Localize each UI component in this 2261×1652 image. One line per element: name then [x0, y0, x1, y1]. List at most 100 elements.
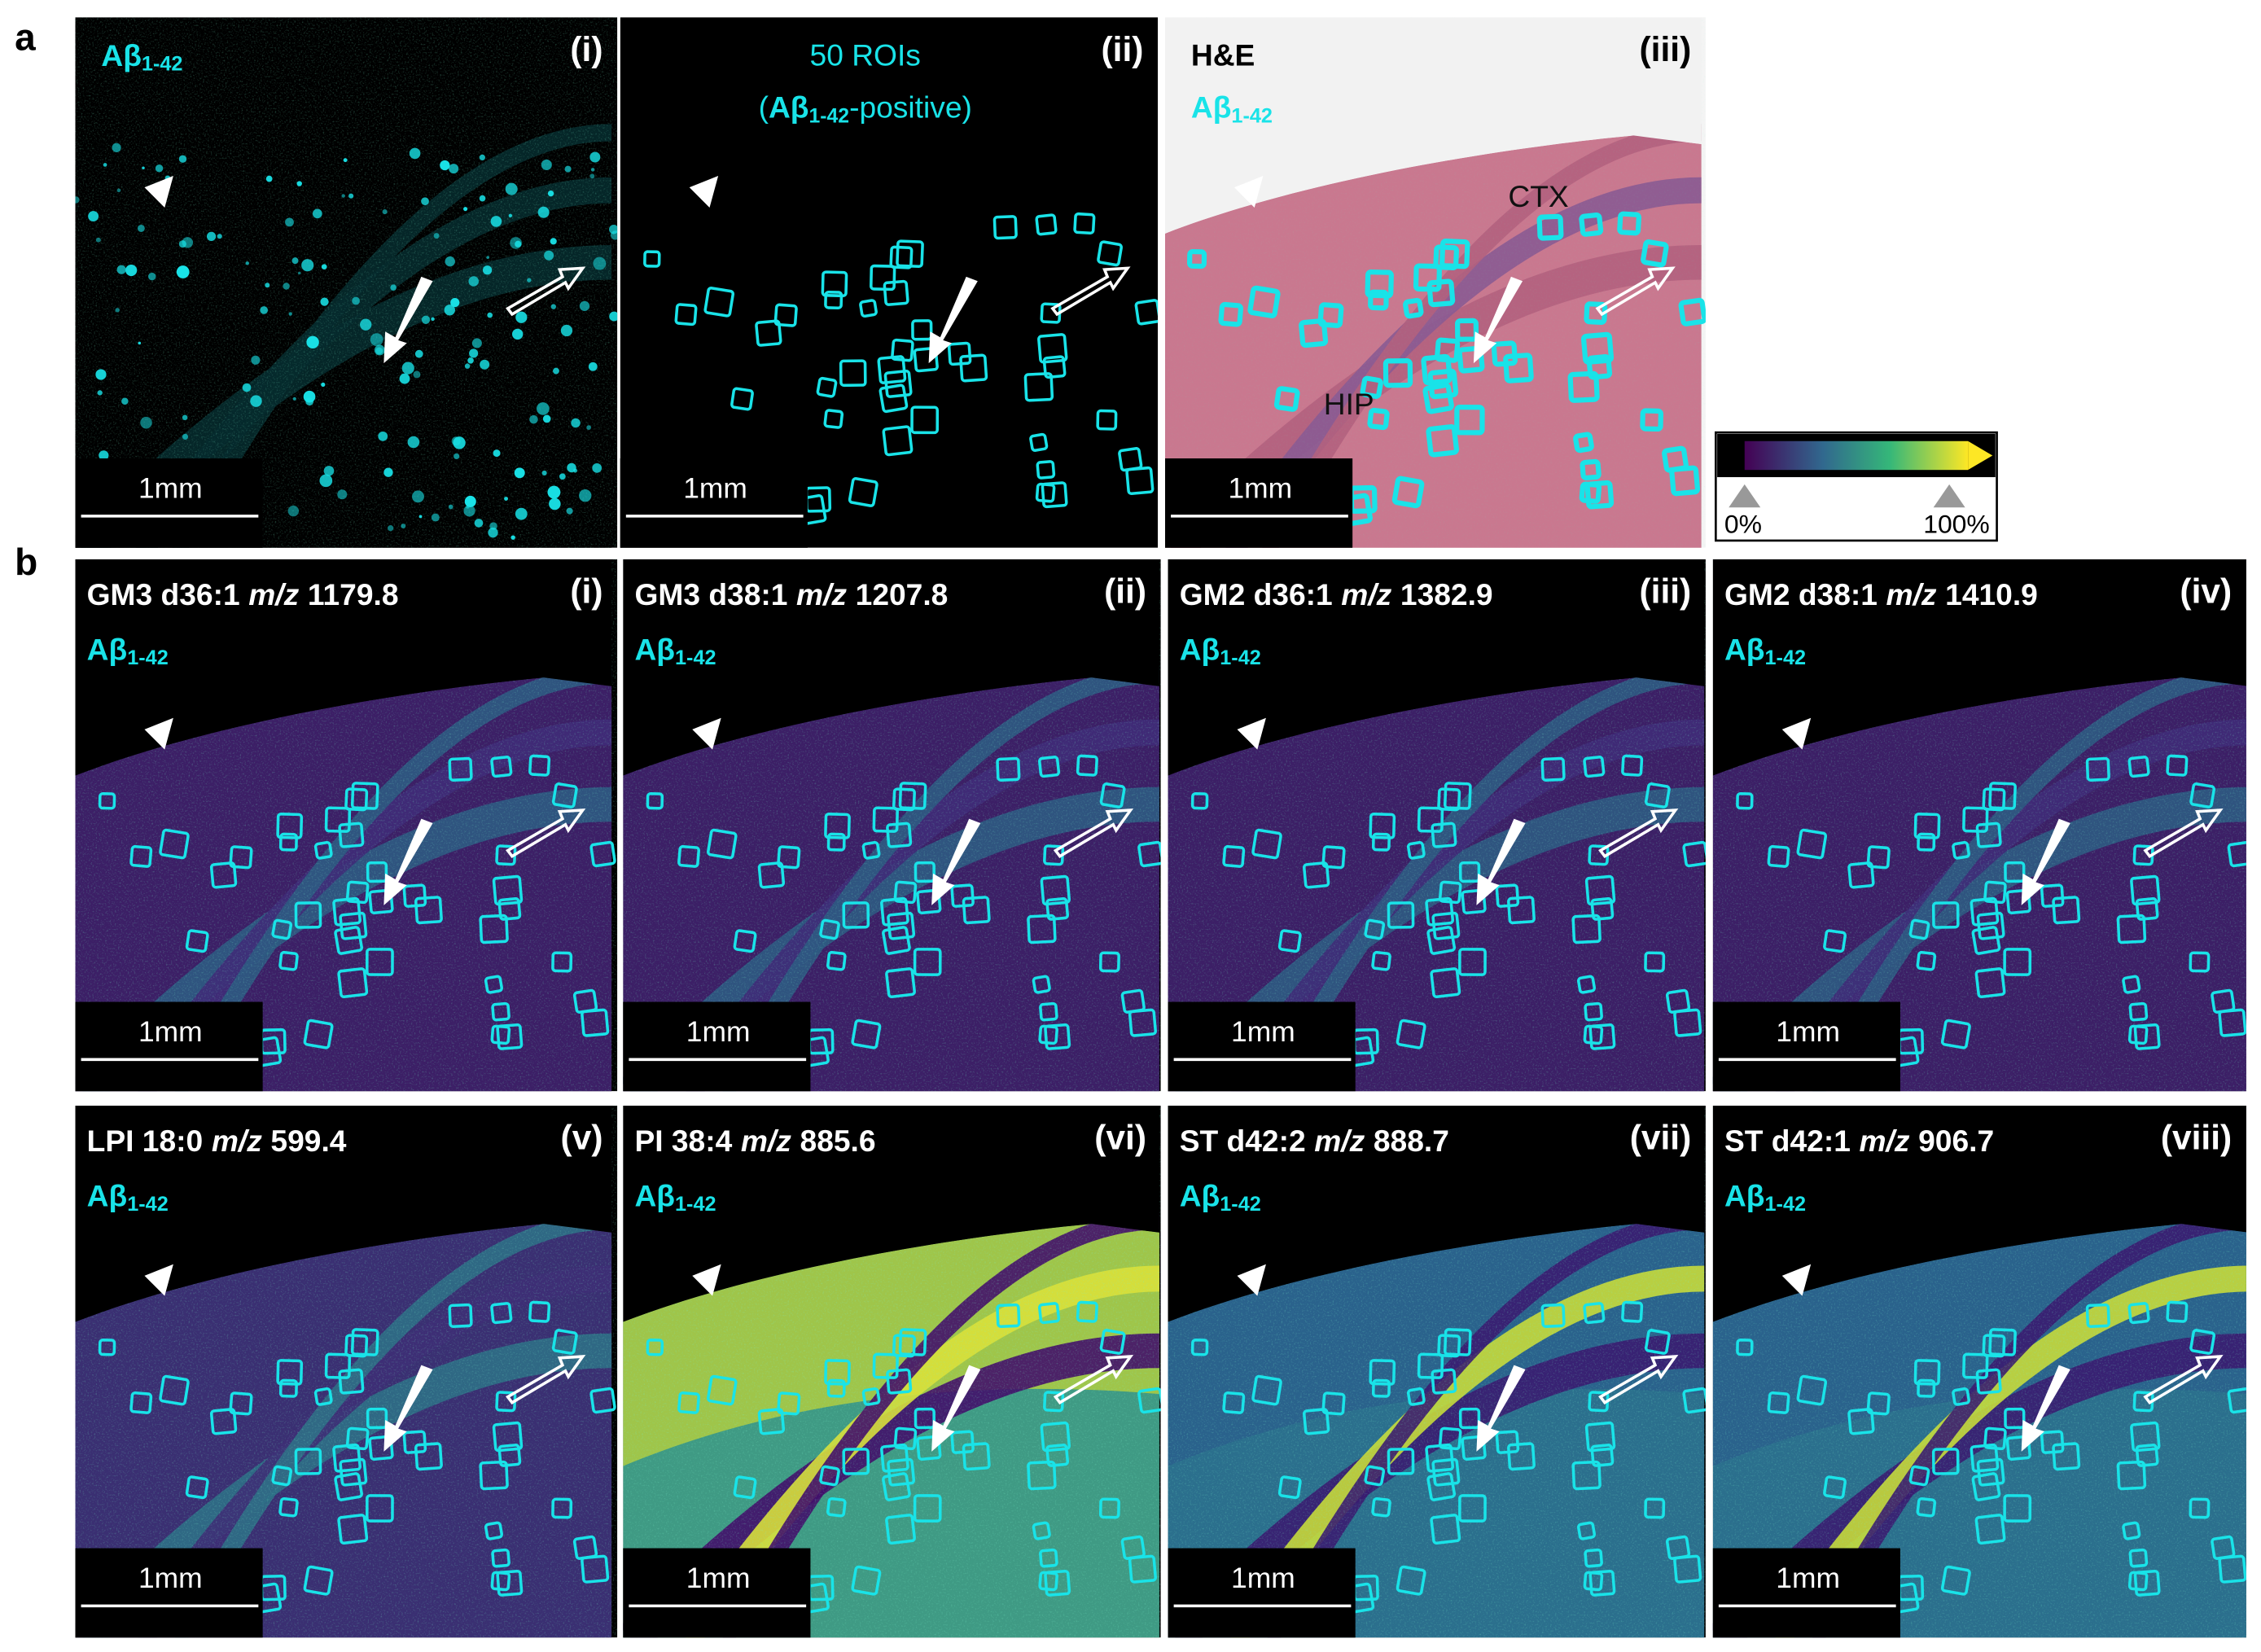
plaque: [142, 166, 145, 170]
arrowhead: [1237, 717, 1266, 750]
roi: [1458, 1407, 1481, 1430]
roi: [1073, 212, 1096, 235]
panel-label: (ii): [1102, 31, 1144, 69]
roi: [1491, 340, 1518, 367]
roi: [2052, 896, 2081, 925]
panel: LPI 18:0 m/z 599.4 (v) Aβ1-42 1mm: [75, 1105, 618, 1638]
arrow: [931, 818, 981, 905]
roi: [1796, 828, 1828, 860]
plaque: [579, 489, 592, 502]
marker-sub: 1-42: [809, 105, 850, 127]
roi-title: 50 ROIs: [810, 38, 921, 72]
lipid-title: GM3 d38:1 m/z 1207.8: [634, 577, 948, 611]
plaque: [541, 470, 547, 476]
marker: Aβ: [1180, 632, 1220, 666]
roi: [1044, 1569, 1071, 1597]
scale-label: 1mm: [683, 471, 747, 504]
roi: [1037, 1302, 1061, 1325]
plaque: [529, 414, 538, 424]
roi: [1431, 911, 1461, 940]
roi: [1823, 929, 1847, 953]
roi: [646, 792, 664, 810]
roi: [1076, 754, 1098, 777]
plaque: [401, 362, 414, 375]
plaque: [512, 328, 524, 340]
roi: [278, 1378, 298, 1398]
scale-box: [623, 1001, 811, 1092]
roi: [1371, 1496, 1391, 1518]
plaque: [360, 318, 372, 331]
region-label: CTX: [1508, 179, 1569, 213]
plaque: [433, 233, 440, 239]
roi: [2135, 1444, 2159, 1467]
roi: [1317, 302, 1344, 329]
roi: [959, 353, 988, 383]
plaque: [487, 312, 493, 318]
plaque: [480, 359, 490, 370]
roi: [414, 896, 443, 925]
hollow-arrow: [1598, 808, 1679, 859]
roi: [551, 1497, 573, 1519]
plaque: [450, 298, 460, 308]
roi: [880, 896, 909, 927]
roi: [271, 918, 293, 940]
image: [1168, 559, 1706, 1092]
roi: [1931, 901, 1960, 929]
roi: [2040, 883, 2065, 908]
plaque: [479, 195, 486, 202]
roi: [366, 1407, 388, 1430]
plaque: [431, 513, 440, 522]
roi: [345, 1426, 370, 1451]
roi: [324, 1352, 352, 1379]
roi-subtitle: (Aβ1-42-positive): [759, 90, 972, 127]
roi: [1983, 880, 2007, 905]
roi: [2005, 888, 2031, 915]
roi: [1027, 914, 1057, 944]
plaque: [589, 173, 595, 179]
roi: [1982, 1334, 2006, 1358]
roi: [1916, 1496, 1937, 1518]
roi: [916, 888, 942, 915]
roi: [1974, 967, 2006, 998]
roi: [2211, 1535, 2236, 1560]
roi: [1665, 988, 1691, 1014]
roi: [1190, 1339, 1209, 1356]
plaque: [319, 474, 333, 488]
plaque: [504, 497, 509, 501]
arrow: [1476, 1365, 1526, 1452]
roi: [882, 425, 914, 457]
roi: [2127, 1571, 2149, 1592]
roi: [1962, 1352, 1989, 1379]
plaque: [571, 418, 581, 428]
roi: [733, 1475, 757, 1500]
roi: [891, 338, 914, 362]
panel-label: (v): [561, 1120, 603, 1158]
plaque: [421, 197, 429, 206]
roi: [1299, 318, 1329, 348]
roi: [1425, 1443, 1455, 1473]
lipid-title: GM2 d38:1 m/z 1410.9: [1724, 577, 2038, 611]
roi: [777, 845, 801, 870]
hollow-arrow: [506, 1355, 586, 1405]
roi: [842, 1448, 870, 1475]
roi: [1422, 383, 1454, 414]
roi: [893, 1426, 918, 1451]
roi: [276, 1359, 304, 1386]
roi: [1767, 844, 1790, 868]
roi: [490, 1571, 511, 1592]
plaque: [182, 433, 189, 440]
mz-label: m/z: [796, 577, 847, 611]
plaque: [421, 315, 431, 324]
roi: [1430, 1514, 1461, 1545]
lipid: GM3 d36:1: [87, 577, 240, 611]
image: [623, 559, 1161, 1092]
roi: [1039, 1548, 1058, 1568]
arrowhead: [144, 176, 173, 208]
roi: [1251, 1374, 1282, 1406]
plaque: [291, 257, 299, 265]
plaque: [121, 397, 129, 405]
marker: Aβ: [634, 1178, 675, 1212]
roi: [1435, 337, 1461, 363]
roi: [2127, 756, 2150, 778]
roi: [1579, 481, 1602, 504]
